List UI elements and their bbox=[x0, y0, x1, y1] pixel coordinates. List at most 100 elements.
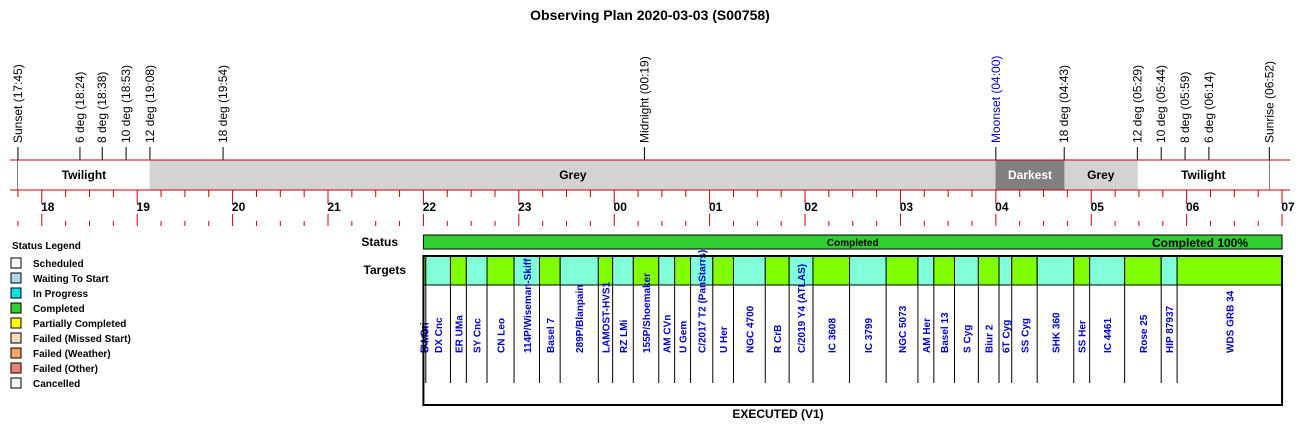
legend-swatch bbox=[10, 377, 22, 389]
event-label: Sunrise (06:52) bbox=[1262, 61, 1276, 143]
target-name: R CrB bbox=[773, 325, 784, 353]
target-block bbox=[1089, 255, 1126, 286]
target-block bbox=[632, 255, 660, 286]
legend-items: Scheduled Waiting To Start In Progress Comp… bbox=[10, 257, 131, 390]
target-block bbox=[812, 255, 851, 286]
chart-title: Observing Plan 2020-03-03 (S00758) bbox=[530, 7, 770, 23]
executed-footer: EXECUTED (V1) bbox=[732, 407, 823, 421]
target-block bbox=[486, 255, 515, 286]
event-label: Sunset (17:45) bbox=[11, 64, 25, 143]
executed-frame bbox=[422, 255, 1284, 406]
target-name: AM Her bbox=[922, 318, 933, 353]
hour-label: 02 bbox=[804, 200, 818, 214]
event-label: 18 deg (19:54) bbox=[216, 65, 230, 143]
target-name: C/2017 T2 (PanStarrs) bbox=[698, 250, 709, 353]
hour-axis: 18 19 20 21 22 23 00 01 02 03 04 05 06 07 bbox=[17, 190, 1295, 226]
status-bar-group: Completed bbox=[422, 234, 1283, 250]
legend-label: Failed (Weather) bbox=[33, 349, 111, 360]
target-name: 6T Cyg bbox=[1001, 320, 1012, 353]
event-label: 6 deg (06:14) bbox=[1202, 72, 1216, 143]
target-name: Rose 25 bbox=[1139, 314, 1150, 353]
hour-label: 03 bbox=[900, 200, 914, 214]
target-block bbox=[712, 255, 734, 286]
target-block bbox=[597, 255, 614, 286]
target-name: Biur 2 bbox=[985, 324, 996, 353]
legend-label: Failed (Missed Start) bbox=[33, 334, 131, 345]
period-segment bbox=[149, 160, 996, 190]
target-block bbox=[513, 255, 540, 286]
period-segment bbox=[1137, 160, 1270, 190]
period-band: Twilight Grey Darkest Grey Twilight bbox=[10, 159, 1290, 191]
legend-swatch bbox=[10, 317, 22, 329]
legend-label: Partially Completed bbox=[33, 319, 126, 330]
status-row-label: Status bbox=[361, 235, 398, 249]
legend-swatch bbox=[10, 332, 22, 344]
targets-row-label: Targets bbox=[364, 263, 407, 277]
target-name: LAMOST-HVS1 bbox=[601, 281, 612, 353]
target-block bbox=[425, 255, 451, 286]
legend-swatch bbox=[10, 257, 22, 269]
hour-label: 21 bbox=[327, 200, 341, 214]
hour-label: 01 bbox=[709, 200, 723, 214]
hour-label: 06 bbox=[1186, 200, 1200, 214]
event-marker-layer: Sunset (17:45) 6 deg (18:24) 8 deg (18:38)… bbox=[11, 56, 1276, 190]
target-name: SHK 360 bbox=[1051, 312, 1062, 353]
target-block bbox=[732, 255, 766, 286]
target-block bbox=[977, 255, 1000, 286]
legend-swatch bbox=[10, 287, 22, 299]
event-label: 6 deg (18:24) bbox=[73, 72, 87, 143]
target-name: 114P/Wiseman-Skiff bbox=[523, 258, 534, 353]
target-block bbox=[933, 255, 955, 286]
legend-label: Scheduled bbox=[33, 259, 84, 270]
period-segment bbox=[1064, 160, 1138, 190]
target-name: SS Cyg bbox=[1020, 318, 1031, 353]
hour-label: 00 bbox=[614, 200, 628, 214]
target-name: Basel 13 bbox=[940, 312, 951, 353]
legend-label: Failed (Other) bbox=[33, 364, 98, 375]
legend-label: Cancelled bbox=[33, 379, 80, 390]
target-name: AM CVn bbox=[663, 315, 674, 353]
target-name: Basel 7 bbox=[546, 318, 557, 353]
target-block bbox=[1036, 255, 1075, 286]
event-label: 12 deg (05:29) bbox=[1130, 65, 1144, 143]
target-block bbox=[1160, 255, 1178, 286]
legend-swatch bbox=[10, 347, 22, 359]
legend-swatch bbox=[10, 362, 22, 374]
target-name: C/2019 Y4 (ATLAS) bbox=[797, 264, 808, 353]
event-label: Moonset (04:00) bbox=[989, 56, 1003, 143]
target-block bbox=[674, 255, 692, 286]
legend-title: Status Legend bbox=[12, 241, 81, 252]
target-name: ER UMa bbox=[454, 315, 465, 353]
event-label: 10 deg (18:53) bbox=[119, 65, 133, 143]
status-bar bbox=[422, 234, 1283, 250]
target-block bbox=[538, 255, 561, 286]
hour-label: 07 bbox=[1281, 200, 1295, 214]
hour-label: 04 bbox=[995, 200, 1009, 214]
target-name: WDS GRB 34 bbox=[1226, 290, 1237, 353]
target-block bbox=[658, 255, 676, 286]
target-block bbox=[559, 255, 599, 286]
legend-swatch bbox=[10, 272, 22, 284]
event-label: 8 deg (05:59) bbox=[1178, 72, 1192, 143]
target-name: NGC 4700 bbox=[745, 305, 756, 353]
legend-swatch bbox=[10, 302, 22, 314]
target-block bbox=[953, 255, 979, 286]
target-block bbox=[885, 255, 919, 286]
legend-label: Waiting To Start bbox=[33, 274, 109, 285]
target-name: RZ LMi bbox=[619, 319, 630, 353]
target-name: SY Cnc bbox=[473, 318, 484, 353]
period-label: Twilight bbox=[1181, 168, 1225, 182]
target-name: IC 3799 bbox=[864, 318, 875, 353]
target-block bbox=[1176, 255, 1283, 286]
target-name: 289P/Blanpain bbox=[575, 285, 586, 353]
period-label: Grey bbox=[559, 168, 587, 182]
period-segment bbox=[17, 160, 150, 190]
target-block bbox=[1124, 255, 1162, 286]
target-name: IC 3608 bbox=[827, 318, 838, 353]
target-name: NGC 5073 bbox=[898, 305, 909, 353]
target-name: IC 4461 bbox=[1103, 318, 1114, 353]
event-label: Midnight (00:19) bbox=[637, 56, 651, 143]
target-name: FU Ori bbox=[420, 322, 431, 353]
period-label: Grey bbox=[1087, 168, 1115, 182]
